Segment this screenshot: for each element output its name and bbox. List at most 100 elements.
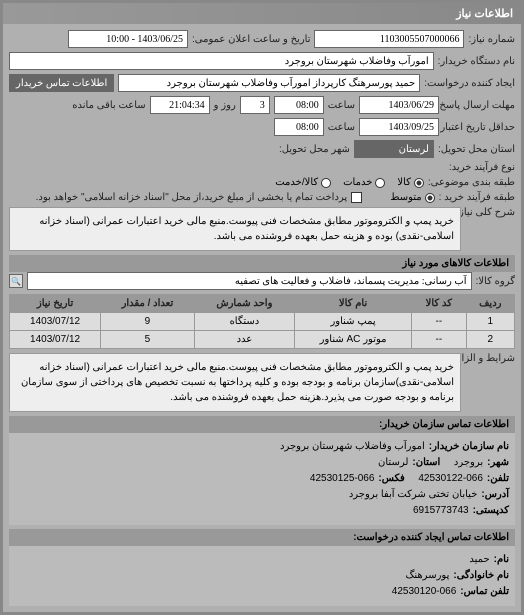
bundle-radio-group: کالا خدمات کالا/خدمت [275, 177, 424, 188]
cell: دستگاه [194, 313, 294, 331]
cell: 2 [466, 331, 514, 349]
days-remain-field: 3 [240, 96, 270, 114]
main-panel: اطلاعات نیاز شماره نیاز: 110300550700006… [2, 2, 522, 613]
cond-box: خرید پمپ و الکتروموتور مطابق مشخصات فنی … [9, 353, 461, 412]
radio-mid[interactable]: متوسط [390, 192, 434, 203]
cell: موتور AC شناور [295, 331, 412, 349]
deadline-label: مهلت ارسال پاسخ: تا تاریخ: [443, 100, 515, 111]
c2-lname-label: نام خانوادگی: [453, 568, 509, 584]
col-date: تاریخ نیاز [10, 295, 101, 313]
desc-box: خرید پمپ و الکتروموتور مطابق مشخصات فنی … [9, 207, 461, 251]
payment-note: پرداخت تمام یا بخشی از مبلغ خرید،از محل … [36, 192, 348, 203]
c1-addr: خیابان تختی شرکت آبفا بروجرد [349, 487, 478, 503]
validity-time-field: 08:00 [274, 118, 324, 136]
location-field: لرستان [354, 140, 434, 158]
desc-label: شرح کلی نیاز: [465, 207, 515, 218]
row-buyer: نام دستگاه خریدار: امورآب وفاضلاب شهرستا… [9, 52, 515, 70]
radio-services-label: خدمات [343, 177, 372, 188]
announce-field: 1403/06/25 - 10:00 [68, 30, 188, 48]
city-label: شهر محل تحویل: [279, 144, 350, 155]
cell: 1403/07/12 [10, 331, 101, 349]
col-qty: تعداد / مقدار [101, 295, 195, 313]
panel-header: اطلاعات نیاز [3, 3, 521, 24]
row-type: طبقه فرآیند خرید : متوسط پرداخت تمام یا … [9, 192, 515, 203]
radio-both-label: کالا/خدمت [275, 177, 318, 188]
time-label-2: ساعت [328, 122, 355, 133]
radio-dot-icon [425, 193, 435, 203]
row-bundle: طبقه بندی موضوعی: کالا خدمات کالا/خدمت [9, 177, 515, 188]
validity-label: حداقل تاریخ اعتبار پیشنهاد: تا تاریخ: [443, 122, 515, 133]
cell: 5 [101, 331, 195, 349]
col-idx: ردیف [466, 295, 514, 313]
table-body: 1 -- پمپ شناور دستگاه 9 1403/07/12 2 -- … [10, 313, 515, 349]
search-icon[interactable]: 🔍 [9, 274, 23, 288]
requester-label: ایجاد کننده درخواست: [424, 78, 515, 89]
group-label: گروه کالا: [476, 276, 515, 287]
radio-dot-icon [375, 178, 385, 188]
goods-section-title: اطلاعات کالاهای مورد نیاز [9, 255, 515, 272]
c1-prov: لرستان [378, 455, 408, 471]
buyer-field: امورآب وفاضلاب شهرستان بروجرد [9, 52, 434, 70]
payment-checkbox[interactable] [351, 192, 362, 203]
type-label: طبقه فرآیند خرید : [439, 192, 515, 203]
radio-goods[interactable]: کالا [397, 177, 424, 188]
col-name: نام کالا [295, 295, 412, 313]
col-code: کد کالا [412, 295, 466, 313]
group-field: آب رسانی: مدیریت پسماند، فاضلاب و فعالیت… [27, 272, 472, 290]
c1-addr-label: آدرس: [481, 487, 509, 503]
table-row: 2 -- موتور AC شناور عدد 5 1403/07/12 [10, 331, 515, 349]
contact2-title: اطلاعات تماس ایجاد کننده درخواست: [9, 529, 515, 546]
remain-label: ساعت باقی مانده [72, 100, 145, 111]
cell: -- [412, 313, 466, 331]
org-label: نام سازمان خریدار: [429, 439, 509, 455]
org-value: امورآب وفاضلاب شهرستان بروجرد [280, 439, 425, 455]
announce-label: تاریخ و ساعت اعلان عمومی: [192, 34, 311, 45]
radio-services[interactable]: خدمات [343, 177, 385, 188]
deadline-date-field: 1403/06/29 [359, 96, 439, 114]
c2-lname: پورسرهنگ [405, 568, 449, 584]
row-desc: شرح کلی نیاز: خرید پمپ و الکتروموتور مطا… [9, 207, 515, 251]
process-label: نوع فرآیند خرید: [449, 162, 515, 173]
c2-phone: 42530120-066 [392, 584, 457, 600]
radio-goods-label: کالا [397, 177, 411, 188]
row-validity: حداقل تاریخ اعتبار پیشنهاد: تا تاریخ: 14… [9, 118, 515, 136]
contact-buyer-button[interactable]: اطلاعات تماس خریدار [9, 74, 114, 92]
cell: پمپ شناور [295, 313, 412, 331]
cell: 1 [466, 313, 514, 331]
cell: 9 [101, 313, 195, 331]
radio-dot-icon [321, 178, 331, 188]
c1-phone-label: تلفن: [487, 471, 509, 487]
cell: -- [412, 331, 466, 349]
row-requester: ایجاد کننده درخواست: حمید پورسرهنگ کارپر… [9, 74, 515, 92]
header-title: اطلاعات نیاز [456, 8, 513, 20]
radio-both[interactable]: کالا/خدمت [275, 177, 331, 188]
number-field: 1103005507000066 [314, 30, 464, 48]
time-remain-field: 21:04:34 [150, 96, 210, 114]
contact1-title: اطلاعات تماس سازمان خریدار: [9, 416, 515, 433]
contact1-block: نام سازمان خریدار: امورآب وفاضلاب شهرستا… [9, 433, 515, 525]
c1-fax-label: فکس: [378, 471, 404, 487]
panel-body: شماره نیاز: 1103005507000066 تاریخ و ساع… [3, 24, 521, 612]
number-label: شماره نیاز: [468, 34, 515, 45]
row-location: استان محل تحویل: لرستان شهر محل تحویل: [9, 140, 515, 158]
goods-table: ردیف کد کالا نام کالا واحد شمارش تعداد /… [9, 294, 515, 349]
location-label: استان محل تحویل: [438, 144, 515, 155]
cond-label: شرایط و الزامات خرید: [465, 353, 515, 364]
and-label: روز و [214, 100, 236, 111]
row-number: شماره نیاز: 1103005507000066 تاریخ و ساع… [9, 30, 515, 48]
table-header-row: ردیف کد کالا نام کالا واحد شمارش تعداد /… [10, 295, 515, 313]
c1-city-label: شهر: [487, 455, 509, 471]
c1-post-label: کدپستی: [473, 503, 509, 519]
c1-city: بروجرد [454, 455, 483, 471]
col-unit: واحد شمارش [194, 295, 294, 313]
row-group: گروه کالا: آب رسانی: مدیریت پسماند، فاضل… [9, 272, 515, 290]
c2-phone-label: تلفن تماس: [460, 584, 509, 600]
contact2-block: نام: حمید نام خانوادگی: پورسرهنگ تلفن تم… [9, 546, 515, 606]
c1-post: 6915773743 [413, 503, 469, 519]
c2-name: حمید [469, 552, 489, 568]
c2-name-label: نام: [494, 552, 509, 568]
validity-date-field: 1403/09/25 [359, 118, 439, 136]
row-deadline: مهلت ارسال پاسخ: تا تاریخ: 1403/06/29 سا… [9, 96, 515, 114]
buyer-label: نام دستگاه خریدار: [438, 56, 515, 67]
bundle-label: طبقه بندی موضوعی: [428, 177, 515, 188]
